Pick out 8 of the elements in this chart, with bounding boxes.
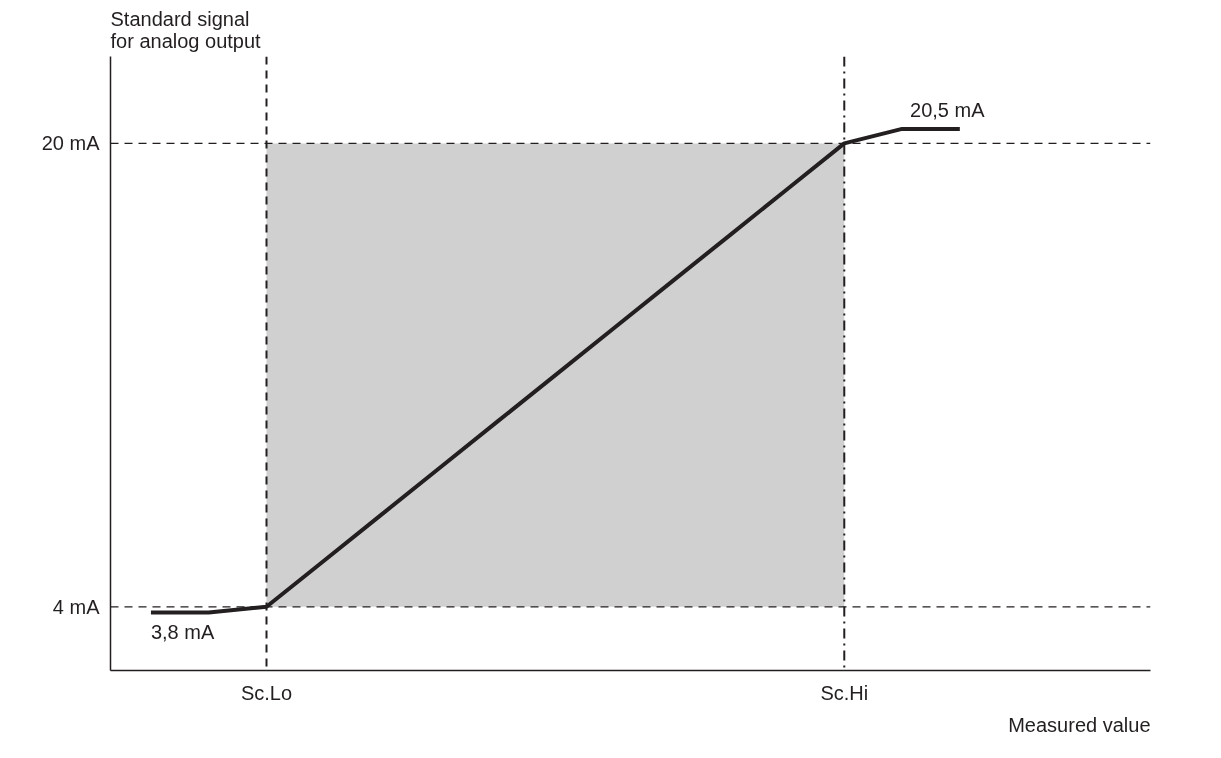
y-tick-label: 20 mA <box>41 132 101 155</box>
data-label: 20,5 mA <box>910 98 986 121</box>
x-axis-title: Measured value <box>1008 713 1151 736</box>
x-tick-label: Sc.Lo <box>240 681 293 704</box>
y-axis-title: Standard signal for analog output <box>110 7 262 52</box>
y-tick-label: 4 mA <box>52 595 101 618</box>
x-tick-label: Sc.Hi <box>820 681 869 704</box>
data-label: 3,8 mA <box>150 620 215 643</box>
